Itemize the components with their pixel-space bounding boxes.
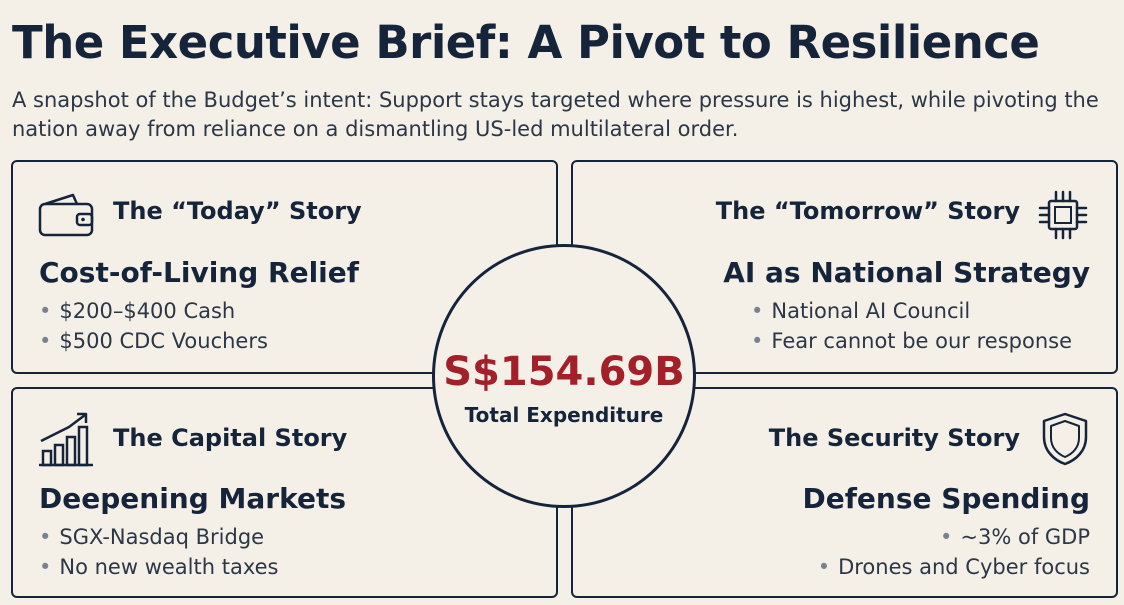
security-story-title: The Security Story: [768, 424, 1020, 452]
today-bullets: $200–$400 Cash $500 CDC Vouchers: [39, 296, 268, 356]
bullet-item: No new wealth taxes: [39, 552, 278, 582]
chip-icon: [1038, 190, 1088, 240]
security-bullets: ~3% of GDP Drones and Cyber focus: [818, 522, 1090, 582]
bullet-item: $500 CDC Vouchers: [39, 326, 268, 356]
tomorrow-bullets: National AI Council Fear cannot be our r…: [751, 296, 1072, 356]
total-expenditure-circle: S$154.69B Total Expenditure: [432, 244, 696, 508]
bullet-item: Drones and Cyber focus: [818, 552, 1090, 582]
growth-chart-icon: [39, 412, 93, 467]
capital-bullets: SGX-Nasdaq Bridge No new wealth taxes: [39, 522, 278, 582]
tomorrow-story-card: The “Tomorrow” Story AI as National Stra…: [571, 160, 1118, 374]
security-story-card: The Security Story Defense Spending ~3% …: [571, 387, 1118, 598]
capital-heading: Deepening Markets: [39, 482, 346, 515]
bullet-item: Fear cannot be our response: [751, 326, 1072, 356]
shield-icon: [1042, 412, 1088, 466]
bullet-item: $200–$400 Cash: [39, 296, 268, 326]
today-story-title: The “Today” Story: [113, 197, 362, 225]
page-subtitle: A snapshot of the Budget’s intent: Suppo…: [12, 88, 1099, 141]
bullet-item: ~3% of GDP: [818, 522, 1090, 552]
capital-story-title: The Capital Story: [113, 424, 348, 452]
bullet-item: SGX-Nasdaq Bridge: [39, 522, 278, 552]
total-expenditure-value: S$154.69B: [443, 349, 685, 395]
tomorrow-story-title: The “Tomorrow” Story: [715, 197, 1020, 225]
wallet-icon: [38, 193, 94, 237]
bullet-item: National AI Council: [751, 296, 1072, 326]
page-title: The Executive Brief: A Pivot to Resilien…: [12, 16, 1040, 69]
today-story-card: The “Today” Story Cost-of-Living Relief …: [11, 160, 558, 374]
tomorrow-heading: AI as National Strategy: [723, 256, 1090, 289]
security-heading: Defense Spending: [802, 482, 1091, 515]
today-heading: Cost-of-Living Relief: [39, 256, 359, 289]
total-expenditure-label: Total Expenditure: [464, 403, 664, 427]
